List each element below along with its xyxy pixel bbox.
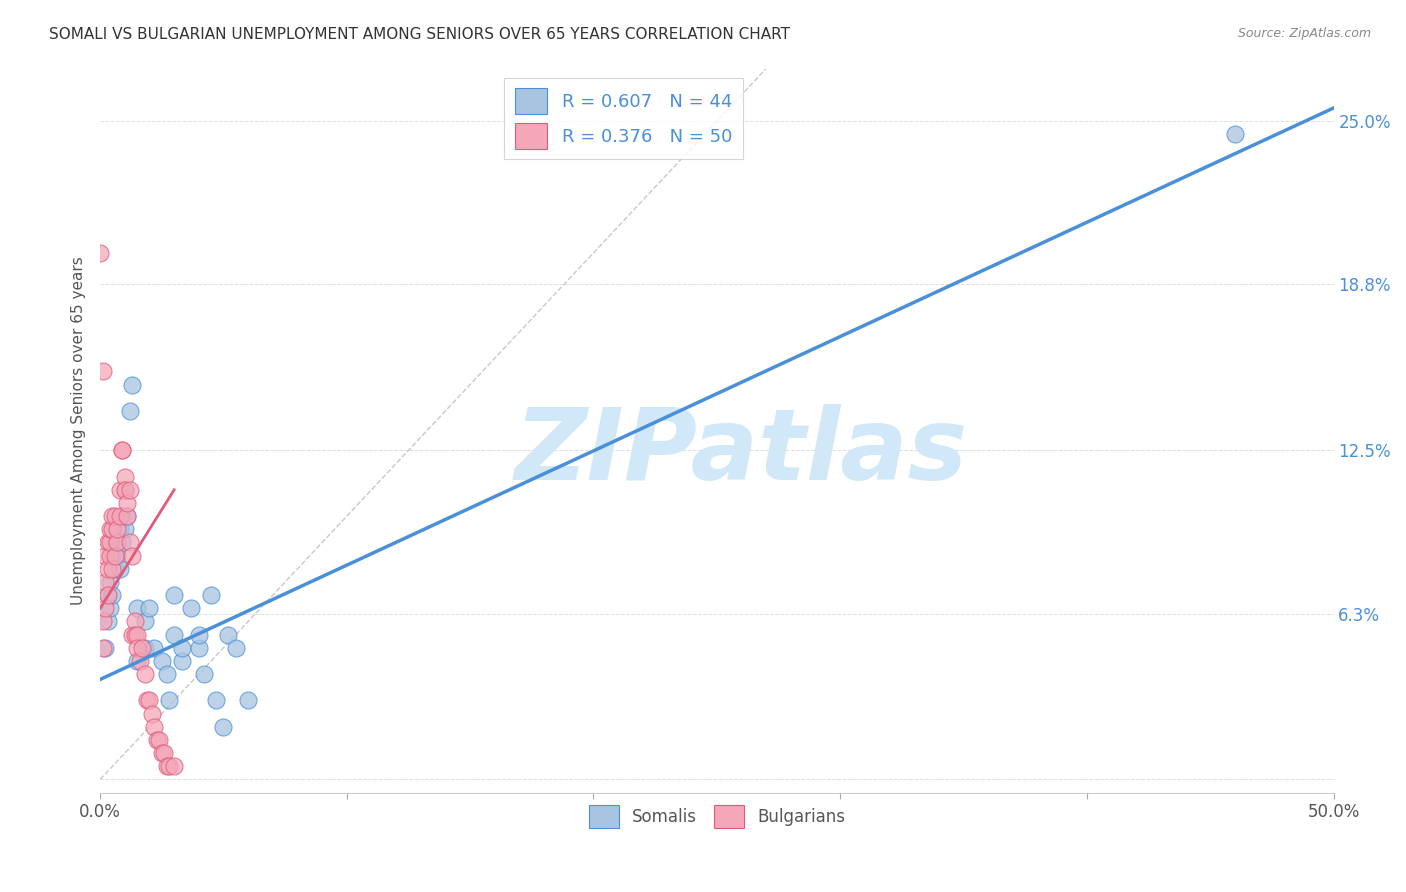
Point	[148, 733, 170, 747]
Point	[146, 733, 169, 747]
Point	[138, 601, 160, 615]
Point	[212, 720, 235, 734]
Text: ZIPatlas: ZIPatlas	[515, 404, 969, 500]
Point	[150, 746, 173, 760]
Point	[111, 443, 134, 458]
Point	[225, 640, 247, 655]
Point	[163, 759, 186, 773]
Point	[170, 640, 193, 655]
Point	[143, 640, 166, 655]
Point	[94, 574, 117, 589]
Point	[94, 640, 117, 655]
Point	[96, 615, 118, 629]
Point	[114, 469, 136, 483]
Point	[108, 509, 131, 524]
Text: Source: ZipAtlas.com: Source: ZipAtlas.com	[1237, 27, 1371, 40]
Point	[98, 522, 121, 536]
Point	[96, 562, 118, 576]
Point	[121, 549, 143, 563]
Point	[96, 588, 118, 602]
Point	[136, 693, 159, 707]
Point	[117, 509, 139, 524]
Point	[180, 601, 202, 615]
Point	[118, 404, 141, 418]
Point	[98, 549, 121, 563]
Point	[118, 483, 141, 497]
Point	[101, 549, 124, 563]
Point	[193, 667, 215, 681]
Point	[157, 759, 180, 773]
Point	[105, 522, 128, 536]
Point	[153, 746, 176, 760]
Point	[150, 654, 173, 668]
Point	[134, 615, 156, 629]
Point	[101, 509, 124, 524]
Point	[114, 483, 136, 497]
Point	[127, 654, 149, 668]
Point	[1223, 128, 1246, 142]
Point	[96, 535, 118, 549]
Point	[114, 522, 136, 536]
Point	[96, 588, 118, 602]
Point	[114, 483, 136, 497]
Point	[156, 667, 179, 681]
Point	[98, 601, 121, 615]
Point	[121, 377, 143, 392]
Point	[163, 628, 186, 642]
Point	[117, 496, 139, 510]
Point	[111, 535, 134, 549]
Point	[104, 509, 127, 524]
Point	[104, 549, 127, 563]
Point	[108, 522, 131, 536]
Text: SOMALI VS BULGARIAN UNEMPLOYMENT AMONG SENIORS OVER 65 YEARS CORRELATION CHART: SOMALI VS BULGARIAN UNEMPLOYMENT AMONG S…	[49, 27, 790, 42]
Point	[236, 693, 259, 707]
Point	[156, 759, 179, 773]
Point	[131, 640, 153, 655]
Point	[200, 588, 222, 602]
Point	[89, 245, 111, 260]
Point	[128, 654, 150, 668]
Point	[134, 667, 156, 681]
Point	[217, 628, 239, 642]
Point	[91, 364, 114, 378]
Point	[134, 640, 156, 655]
Point	[98, 574, 121, 589]
Point	[163, 588, 186, 602]
Point	[127, 628, 149, 642]
Legend: Somalis, Bulgarians: Somalis, Bulgarians	[582, 798, 852, 835]
Point	[157, 693, 180, 707]
Point	[91, 640, 114, 655]
Point	[205, 693, 228, 707]
Point	[187, 640, 209, 655]
Point	[101, 588, 124, 602]
Point	[124, 628, 146, 642]
Point	[117, 509, 139, 524]
Point	[127, 640, 149, 655]
Point	[105, 535, 128, 549]
Point	[94, 601, 117, 615]
Point	[187, 628, 209, 642]
Point	[111, 509, 134, 524]
Point	[105, 522, 128, 536]
Point	[124, 615, 146, 629]
Point	[121, 628, 143, 642]
Point	[170, 654, 193, 668]
Point	[94, 549, 117, 563]
Point	[101, 562, 124, 576]
Point	[143, 720, 166, 734]
Point	[108, 483, 131, 497]
Point	[105, 549, 128, 563]
Point	[138, 693, 160, 707]
Point	[104, 562, 127, 576]
Point	[104, 535, 127, 549]
Point	[98, 535, 121, 549]
Point	[111, 443, 134, 458]
Point	[101, 522, 124, 536]
Point	[118, 535, 141, 549]
Point	[127, 601, 149, 615]
Y-axis label: Unemployment Among Seniors over 65 years: Unemployment Among Seniors over 65 years	[72, 256, 86, 605]
Point	[141, 706, 163, 721]
Point	[108, 562, 131, 576]
Point	[91, 615, 114, 629]
